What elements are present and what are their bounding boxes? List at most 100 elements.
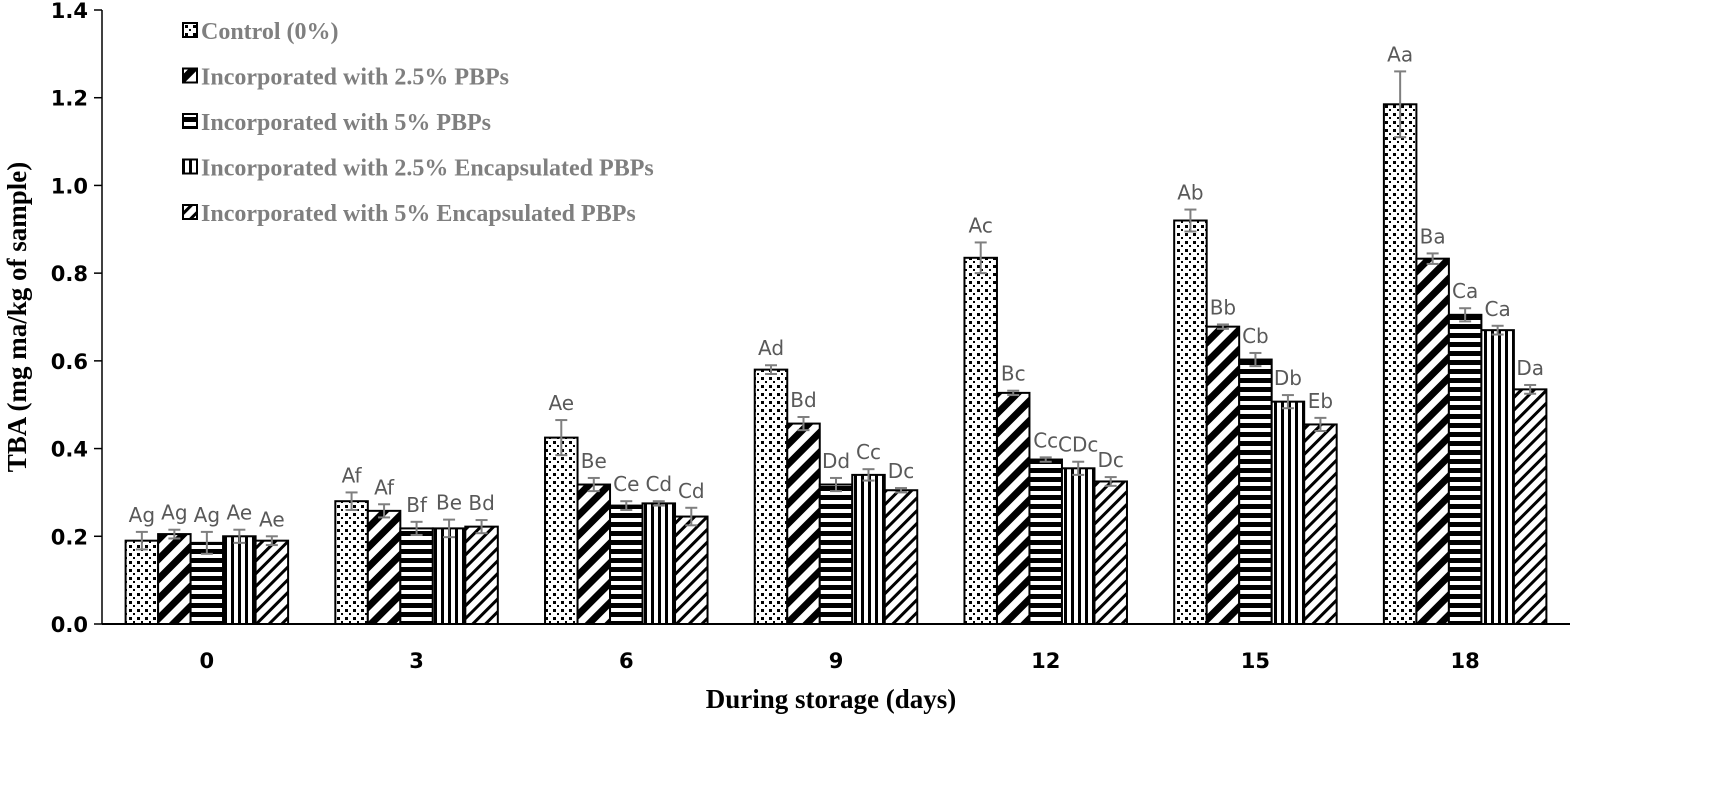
x-tick-label: 9 [829, 649, 844, 673]
error-bar [1007, 389, 1020, 397]
bar [674, 515, 709, 625]
bar [818, 483, 854, 625]
bar [254, 539, 290, 626]
data-label: Ae [259, 507, 285, 531]
bar [189, 541, 225, 625]
bar [157, 533, 192, 625]
bar [786, 422, 821, 625]
data-label: CDc [1058, 433, 1098, 457]
bar [1270, 400, 1306, 625]
bar [883, 489, 919, 625]
legend-item: Incorporated with 5% Encapsulated PBPs [182, 201, 636, 227]
bar [222, 535, 257, 625]
legend-swatch [182, 113, 198, 129]
error-bar [1072, 460, 1085, 476]
bar [464, 525, 499, 625]
y-axis-title: TBA (mg ma/kg of sample) [2, 162, 32, 473]
data-label: Da [1516, 356, 1544, 380]
error-bar [1216, 323, 1229, 330]
y-tick-label: 0.8 [51, 262, 88, 286]
legend-swatch [182, 67, 198, 84]
error-bar [1459, 307, 1472, 323]
legend-label: Incorporated with 5% PBPs [201, 110, 491, 136]
data-label: Af [374, 475, 395, 499]
legend-item: Incorporated with 2.5% Encapsulated PBPs [182, 156, 654, 182]
error-bar [1394, 70, 1407, 139]
y-tick-label: 1.0 [51, 174, 88, 198]
data-label: Ce [613, 472, 639, 496]
data-label: Ag [129, 503, 155, 527]
error-bar [974, 241, 987, 275]
bar [431, 527, 467, 625]
legend-swatch [182, 22, 198, 38]
legend-label: Incorporated with 2.5% PBPs [201, 65, 509, 91]
data-label: Cc [1033, 428, 1058, 452]
legend-label: Incorporated with 5% Encapsulated PBPs [201, 201, 636, 227]
data-label: Cc [856, 440, 881, 464]
error-bar [555, 419, 568, 457]
data-label: Ac [969, 213, 993, 237]
bar [1173, 219, 1208, 625]
bar [641, 502, 677, 625]
bar [1238, 358, 1273, 625]
x-tick-label: 12 [1031, 649, 1060, 673]
bar [1480, 329, 1515, 625]
legend: Control (0%) Incorporated with 2.5% PBPs I… [182, 19, 654, 227]
data-label: Ag [194, 503, 220, 527]
data-label: Bb [1210, 295, 1236, 319]
y-tick-label: 0.2 [51, 525, 88, 549]
bar [1060, 467, 1096, 625]
x-tick-label: 15 [1241, 649, 1270, 673]
data-label: Bd [468, 491, 494, 515]
error-bar [895, 487, 907, 494]
bar [609, 504, 644, 626]
y-tick-label: 0.0 [51, 613, 88, 637]
legend-label: Control (0%) [201, 19, 339, 45]
data-label: Bc [1001, 362, 1026, 386]
error-bar [378, 503, 391, 519]
error-bar [265, 535, 278, 547]
y-tick-label: 1.2 [51, 87, 88, 111]
data-label: Bd [790, 388, 816, 412]
bar [399, 527, 434, 625]
bar [124, 539, 160, 626]
data-label: Db [1274, 366, 1302, 390]
error-bar [620, 500, 633, 511]
bar [1512, 388, 1548, 625]
data-label: Ca [1485, 297, 1511, 321]
error-bar [410, 520, 423, 536]
x-tick-label: 18 [1451, 649, 1480, 673]
data-label: Aa [1387, 42, 1413, 66]
bar [1093, 480, 1128, 626]
data-label: Be [436, 491, 462, 515]
y-tick-label: 0.4 [51, 438, 88, 462]
error-bar [765, 364, 777, 376]
legend-item: Incorporated with 2.5% PBPs [182, 65, 509, 91]
error-bar [862, 468, 875, 482]
error-bar [587, 476, 600, 493]
data-label: Eb [1308, 389, 1333, 413]
error-bar [1281, 394, 1294, 410]
data-label: Cb [1242, 324, 1269, 348]
data-label: Bf [406, 493, 428, 517]
error-bar [1184, 208, 1197, 233]
error-bar [1426, 252, 1439, 265]
error-bar [475, 519, 488, 535]
x-axis-title: During storage (days) [706, 684, 957, 714]
bar [544, 436, 579, 625]
bar [851, 473, 886, 625]
data-label: Ag [161, 501, 187, 525]
error-bar [200, 530, 213, 555]
data-label: Ae [548, 391, 574, 415]
error-bar [652, 500, 665, 507]
data-label: Ba [1420, 224, 1446, 248]
bar [753, 368, 789, 625]
bar [576, 483, 612, 625]
error-bar [830, 476, 842, 493]
error-bar [233, 528, 246, 544]
data-label: Dd [822, 449, 850, 473]
error-bar [1491, 324, 1504, 336]
bar [1028, 458, 1063, 625]
bar [334, 500, 369, 626]
data-label: Cd [645, 472, 672, 496]
